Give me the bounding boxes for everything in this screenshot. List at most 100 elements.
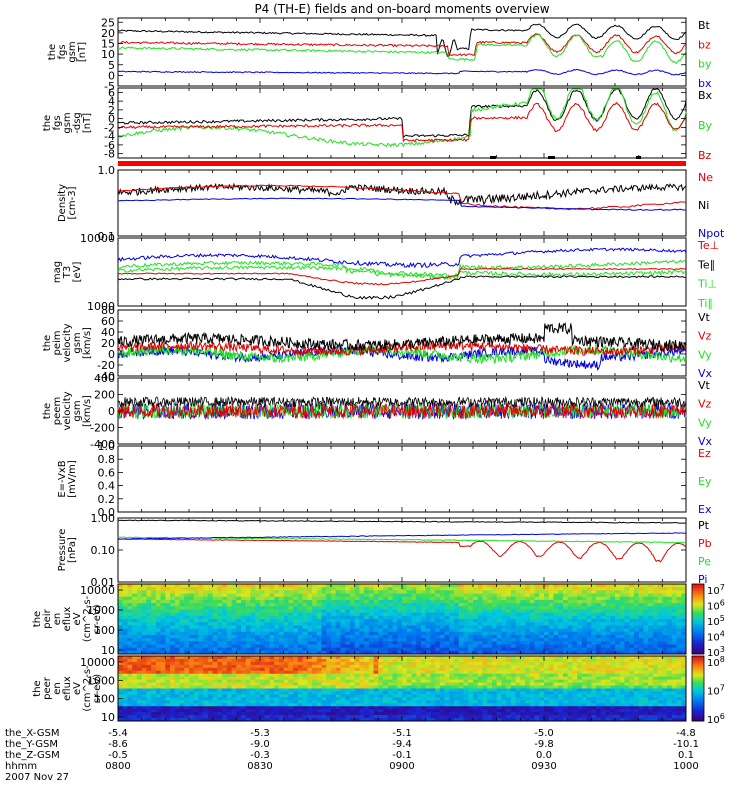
peir-cell	[549, 590, 554, 594]
peir-cell	[198, 641, 203, 645]
peer-cell	[411, 706, 416, 709]
peer-cell	[364, 709, 369, 712]
peer-cell	[340, 680, 345, 683]
peer-cell	[445, 703, 450, 706]
peer-cell	[435, 694, 440, 697]
peir-cell	[430, 597, 435, 601]
peir-cell	[175, 587, 180, 591]
peer-cell	[416, 680, 421, 683]
peir-cell	[350, 641, 355, 645]
peer-cell	[388, 697, 393, 700]
peir-cell	[388, 635, 393, 639]
peir-cell	[596, 587, 601, 591]
peir-cell	[222, 632, 227, 636]
peir-cell	[388, 584, 393, 588]
peir-cell	[549, 600, 554, 604]
peir-cell	[629, 600, 634, 604]
peir-cell	[232, 638, 237, 642]
peer-cell	[336, 674, 341, 677]
peir-cell	[643, 632, 648, 636]
peir-cell	[430, 594, 435, 598]
peir-cell	[127, 594, 132, 598]
peir-cell	[430, 641, 435, 645]
peer-cell	[322, 674, 327, 677]
peir-cell	[601, 600, 606, 604]
peer-cell	[317, 671, 322, 674]
peir-cell	[374, 632, 379, 636]
peer-cell	[127, 656, 132, 659]
peir-cell	[430, 635, 435, 639]
peir-cell	[293, 622, 298, 626]
peir-cell	[293, 648, 298, 652]
peir-cell	[501, 603, 506, 607]
peir-cell	[577, 641, 582, 645]
peir-cell	[378, 629, 383, 633]
peir-cell	[620, 641, 625, 645]
peer-cell	[364, 703, 369, 706]
peir-cell	[572, 644, 577, 648]
peir-cell	[468, 619, 473, 623]
peir-cell	[151, 635, 156, 639]
peir-cell	[511, 600, 516, 604]
peir-cell	[241, 603, 246, 607]
peir-cell	[511, 594, 516, 598]
peer-cell	[336, 706, 341, 709]
peer-cell	[127, 709, 132, 712]
peer-cell	[317, 689, 322, 692]
peir-cell	[610, 613, 615, 617]
peir-cell	[535, 644, 540, 648]
peer-cell	[251, 715, 256, 718]
peer-cell	[464, 662, 469, 665]
peer-cell	[251, 703, 256, 706]
peir-cell	[331, 638, 336, 642]
peir-cell	[468, 648, 473, 652]
peir-cell	[118, 638, 123, 642]
peir-cell	[222, 622, 227, 626]
peer-cell	[411, 665, 416, 668]
peir-cell	[350, 638, 355, 642]
peir-cell	[596, 635, 601, 639]
peir-cell	[525, 616, 530, 620]
peir-cell	[677, 638, 682, 642]
peer-cell	[407, 662, 412, 665]
peir-cell	[284, 597, 289, 601]
peir-cell	[260, 638, 265, 642]
peer-cell	[274, 712, 279, 715]
peer-cell	[464, 703, 469, 706]
peir-cell	[364, 587, 369, 591]
peir-cell	[251, 584, 256, 588]
peir-cell	[634, 632, 639, 636]
peer-cell	[151, 671, 156, 674]
peir-cell	[516, 606, 521, 610]
peer-cell	[189, 662, 194, 665]
peir-cell	[530, 648, 535, 652]
peer-cell	[227, 700, 232, 703]
peer-cell	[165, 674, 170, 677]
peir-cell	[180, 635, 185, 639]
peir-cell	[142, 609, 147, 613]
peir-cell	[194, 641, 199, 645]
peer-cell	[326, 671, 331, 674]
peir-cell	[624, 644, 629, 648]
peer-cell	[322, 706, 327, 709]
peir-cell	[208, 641, 213, 645]
peir-cell	[217, 613, 222, 617]
peer-cell	[359, 680, 364, 683]
peir-cell	[530, 644, 535, 648]
peir-cell	[369, 625, 374, 629]
peer-cell	[241, 662, 246, 665]
peir-cell	[497, 622, 502, 626]
peir-cell	[213, 616, 218, 620]
peir-cell	[662, 635, 667, 639]
peir-cell	[269, 600, 274, 604]
peer-cell	[454, 694, 459, 697]
peir-cell	[601, 629, 606, 633]
peir-cell	[634, 597, 639, 601]
peer-cell	[298, 674, 303, 677]
peir-cell	[501, 635, 506, 639]
peer-cell	[426, 671, 431, 674]
peer-cell	[222, 668, 227, 671]
peir-cell	[653, 603, 658, 607]
peir-cell	[449, 597, 454, 601]
peir-cell	[340, 606, 345, 610]
